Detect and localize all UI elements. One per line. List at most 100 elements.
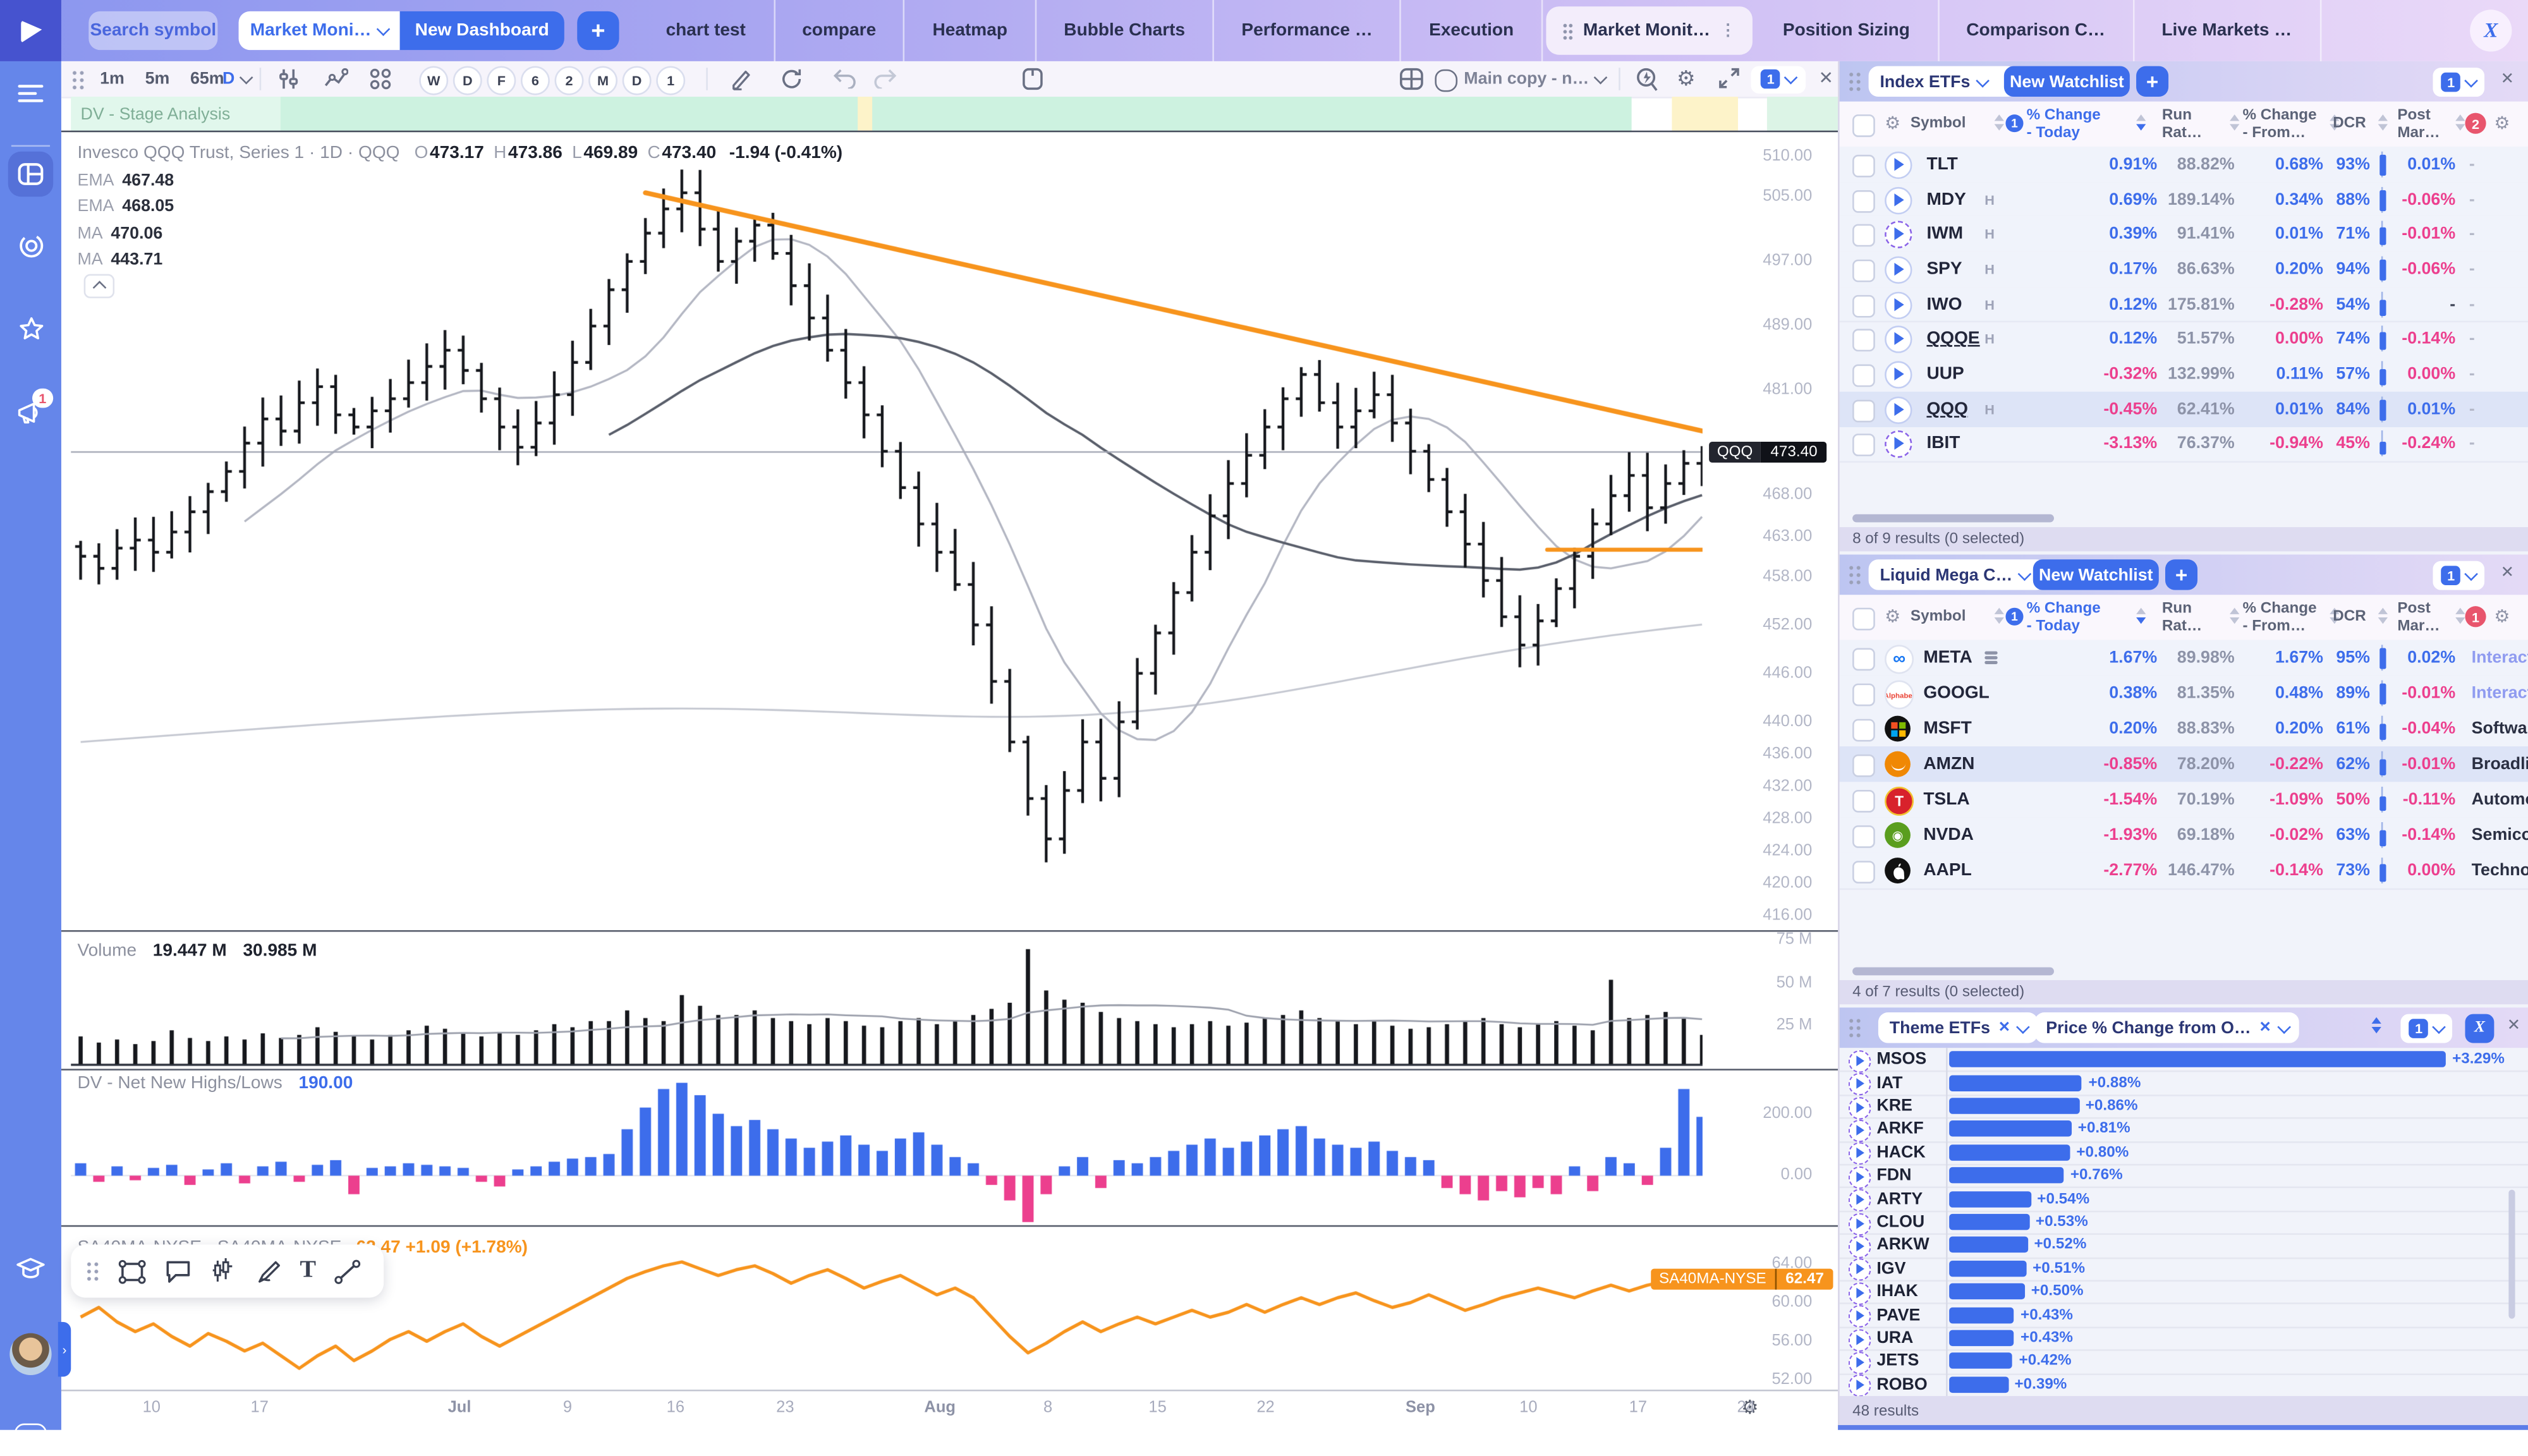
row-checkbox[interactable] — [1852, 224, 1875, 247]
quick-range-1-7[interactable]: 1 — [656, 66, 686, 95]
graduation-cap-icon[interactable] — [0, 1258, 61, 1280]
symbol-label[interactable]: KRE — [1876, 1096, 1912, 1116]
callout-tool-icon[interactable] — [164, 1259, 191, 1283]
timeframe-1m[interactable]: 1m — [100, 69, 125, 89]
row-checkbox[interactable] — [1852, 719, 1875, 742]
quick-range-D-1[interactable]: D — [453, 66, 482, 95]
quick-range-D-6[interactable]: D — [622, 66, 652, 95]
trendline-tool-icon[interactable] — [334, 1258, 361, 1284]
symbol-label[interactable]: ROBO — [1876, 1374, 1928, 1395]
row-checkbox[interactable] — [1852, 364, 1875, 387]
watchlist-row-spy[interactable]: SPY H 0.17% 86.63% 0.20% 94% -0.06% - — [1839, 252, 2528, 289]
column-header-change[interactable]: % Change - From… — [2242, 599, 2317, 634]
watchlist-row-ibit[interactable]: IBIT -3.13% 76.37% -0.94% 45% -0.24% - — [1839, 426, 2528, 463]
app-logo-icon[interactable] — [0, 0, 61, 61]
new-watchlist-button[interactable]: New Watchlist — [2003, 66, 2130, 97]
row-checkbox[interactable] — [1852, 154, 1875, 178]
symbol-label[interactable]: META — [1923, 648, 1972, 668]
column-header-post[interactable]: Post Mar… — [2397, 106, 2440, 142]
column-header-symbol[interactable]: Symbol — [1910, 607, 1966, 626]
symbol-label[interactable]: QQQE — [1926, 329, 1980, 349]
column-header-symbol[interactable]: Symbol — [1910, 114, 1966, 133]
view-count-selector[interactable]: 1 — [2433, 560, 2485, 590]
quick-range-W-0[interactable]: W — [419, 66, 449, 95]
chevron-down-icon[interactable] — [240, 70, 253, 83]
symbol-label[interactable]: IGV — [1876, 1258, 1906, 1278]
watchlist-row-nvda[interactable]: ◉NVDA-1.93%69.18%-0.02%63%-0.14%Semicon — [1839, 817, 2528, 855]
loop-play-icon[interactable] — [1848, 1235, 1871, 1258]
loop-play-icon[interactable] — [1848, 1351, 1871, 1374]
pane-settings-gear-icon[interactable]: ⚙ — [1741, 1396, 1759, 1419]
gear-icon[interactable]: ⚙ — [1885, 607, 1901, 628]
undo-icon[interactable] — [832, 68, 856, 97]
watchlist-row-qqqe[interactable]: QQQE H 0.12% 51.57% 0.00% 74% -0.14% - — [1839, 321, 2528, 358]
drag-handle-icon[interactable] — [85, 1260, 100, 1282]
sort-icon[interactable] — [2378, 607, 2388, 623]
loop-play-icon[interactable] — [1848, 1096, 1871, 1119]
quick-range-2-4[interactable]: 2 — [554, 66, 584, 95]
close-panel-icon[interactable]: ✕ — [2500, 71, 2515, 89]
symbol-label[interactable]: ARKF — [1876, 1119, 1924, 1139]
bottom-scrollbar-strip[interactable] — [1838, 1425, 2528, 1430]
play-icon[interactable] — [1885, 291, 1912, 319]
star-icon[interactable] — [0, 316, 61, 342]
symbol-label[interactable]: UUP — [1926, 364, 1964, 384]
quick-range-M-5[interactable]: M — [588, 66, 618, 95]
measure-tool-icon[interactable] — [210, 1258, 237, 1285]
symbol-label[interactable]: AAPL — [1923, 861, 1972, 880]
column-header-post[interactable]: Post Mar… — [2397, 599, 2440, 634]
sort-icon[interactable] — [1994, 607, 2004, 623]
symbol-label[interactable]: IWO — [1926, 294, 1962, 314]
sort-direction-icon[interactable] — [2371, 1017, 2381, 1033]
avatar[interactable] — [0, 1333, 61, 1376]
symbol-label[interactable]: MSFT — [1923, 719, 1972, 739]
view-count-selector[interactable]: 1 — [2433, 66, 2485, 96]
play-icon[interactable] — [1885, 256, 1912, 284]
fullscreen-icon[interactable] — [1718, 68, 1739, 97]
new-watchlist-button[interactable]: New Watchlist — [2033, 559, 2159, 590]
drag-handle-icon[interactable] — [1847, 564, 1863, 586]
watchlist-row-aapl[interactable]: AAPL-2.77%146.47%-0.14%73%0.00%Technolo — [1839, 852, 2528, 890]
gear-icon[interactable]: ⚙ — [2494, 114, 2510, 134]
symbol-label[interactable]: PAVE — [1876, 1305, 1921, 1325]
theme-row-kre[interactable]: KRE +0.86% — [1839, 1094, 2528, 1119]
loop-play-icon[interactable] — [1848, 1282, 1871, 1305]
play-icon[interactable] — [1885, 361, 1912, 389]
symbol-label[interactable]: JETS — [1876, 1351, 1919, 1371]
symbol-label[interactable]: ARTY — [1876, 1189, 1923, 1209]
dashboard-tab-compare[interactable]: compare — [775, 0, 906, 61]
add-watchlist-button[interactable]: + — [2136, 66, 2169, 97]
quick-range-F-2[interactable]: F — [487, 66, 516, 95]
drag-handle-icon[interactable] — [1847, 71, 1863, 92]
theme-row-ura[interactable]: URA +0.43% — [1839, 1326, 2528, 1352]
pane-count-selector[interactable]: 1 — [1751, 65, 1806, 93]
dashboard-tab-comparison-c-[interactable]: Comparison C… — [1939, 0, 2135, 61]
row-checkbox[interactable] — [1852, 329, 1875, 352]
row-checkbox[interactable] — [1852, 259, 1875, 282]
horizontal-scrollbar[interactable] — [1852, 514, 2054, 523]
sort-icon[interactable] — [2136, 607, 2146, 623]
row-checkbox[interactable] — [1852, 683, 1875, 707]
loop-play-icon[interactable] — [1848, 1374, 1871, 1398]
sidebar-expander-tab[interactable]: › — [58, 1321, 71, 1377]
symbol-label[interactable]: IBIT — [1926, 434, 1960, 454]
flash-search-icon[interactable] — [1635, 66, 1659, 100]
loop-play-icon[interactable] — [1848, 1119, 1871, 1143]
grid-apps-icon[interactable] — [369, 68, 392, 98]
select-all-checkbox[interactable] — [1852, 114, 1875, 137]
symbol-label[interactable]: IWM — [1926, 224, 1964, 244]
theme-row-msos[interactable]: MSOS +3.29% — [1839, 1048, 2528, 1073]
theme-row-arty[interactable]: ARTY +0.54% — [1839, 1187, 2528, 1212]
dashboard-tab-position-sizing[interactable]: Position Sizing — [1755, 0, 1939, 61]
refresh-icon[interactable] — [781, 68, 803, 98]
chevron-down-icon[interactable] — [1594, 70, 1607, 83]
loop-play-icon[interactable] — [1885, 221, 1912, 249]
sort-icon[interactable] — [2230, 607, 2240, 623]
net-new-highs-lows-canvas[interactable] — [71, 1070, 1703, 1224]
loop-play-icon[interactable] — [1848, 1189, 1871, 1212]
gear-icon[interactable]: ⚙ — [2494, 607, 2510, 628]
theme-row-fdn[interactable]: FDN +0.76% — [1839, 1163, 2528, 1189]
symbol-label[interactable]: CLOU — [1876, 1212, 1925, 1232]
